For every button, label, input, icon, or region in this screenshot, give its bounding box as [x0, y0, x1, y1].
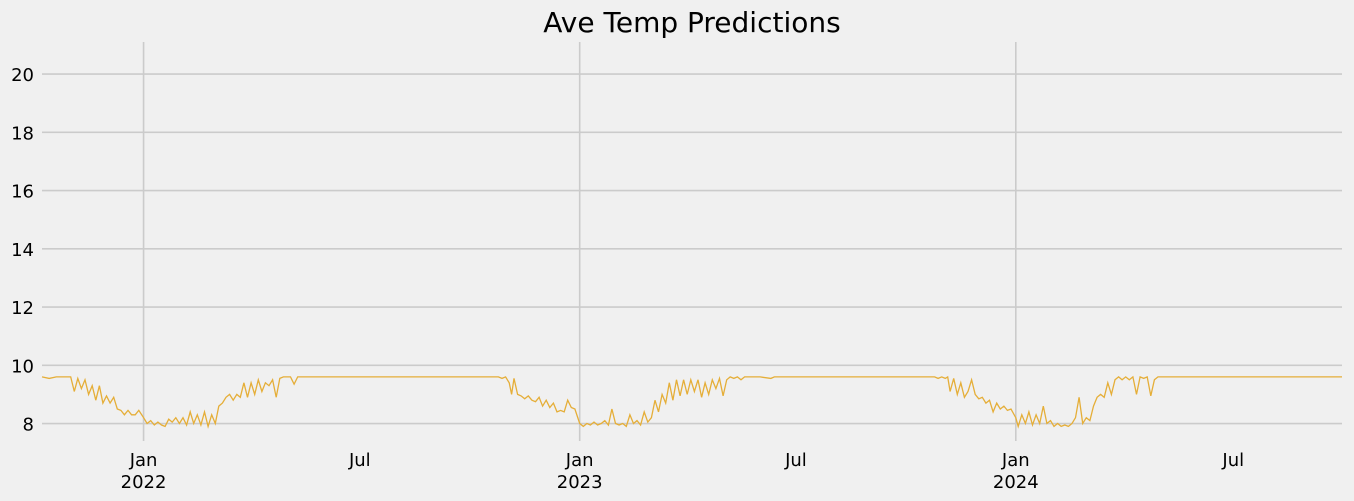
- series-layer: [41, 375, 1342, 429]
- x-tick-label: Jul: [348, 450, 371, 471]
- x-tick-label: Jan: [1001, 450, 1030, 471]
- x-tick-year-label: 2024: [993, 472, 1039, 493]
- x-tick-label: Jul: [1221, 450, 1244, 471]
- y-tick-label: 12: [11, 298, 34, 319]
- y-tick-label: 18: [11, 123, 34, 144]
- y-tick-label: 10: [11, 356, 34, 377]
- grid: [42, 42, 1342, 441]
- x-tick-year-label: 2023: [557, 472, 603, 493]
- y-tick-label: 20: [11, 65, 34, 86]
- x-tick-label: Jul: [784, 450, 807, 471]
- y-tick-label: 14: [11, 240, 34, 261]
- x-tick-label: Jan: [565, 450, 594, 471]
- series-line: [41, 375, 1342, 429]
- chart-title: Ave Temp Predictions: [543, 6, 840, 39]
- x-tick-label: Jan: [129, 450, 158, 471]
- y-axis: 8 10 12 14 16 18 20: [11, 65, 34, 435]
- y-tick-label: 16: [11, 182, 34, 203]
- y-tick-label: 8: [23, 415, 34, 436]
- x-tick-year-label: 2022: [121, 472, 167, 493]
